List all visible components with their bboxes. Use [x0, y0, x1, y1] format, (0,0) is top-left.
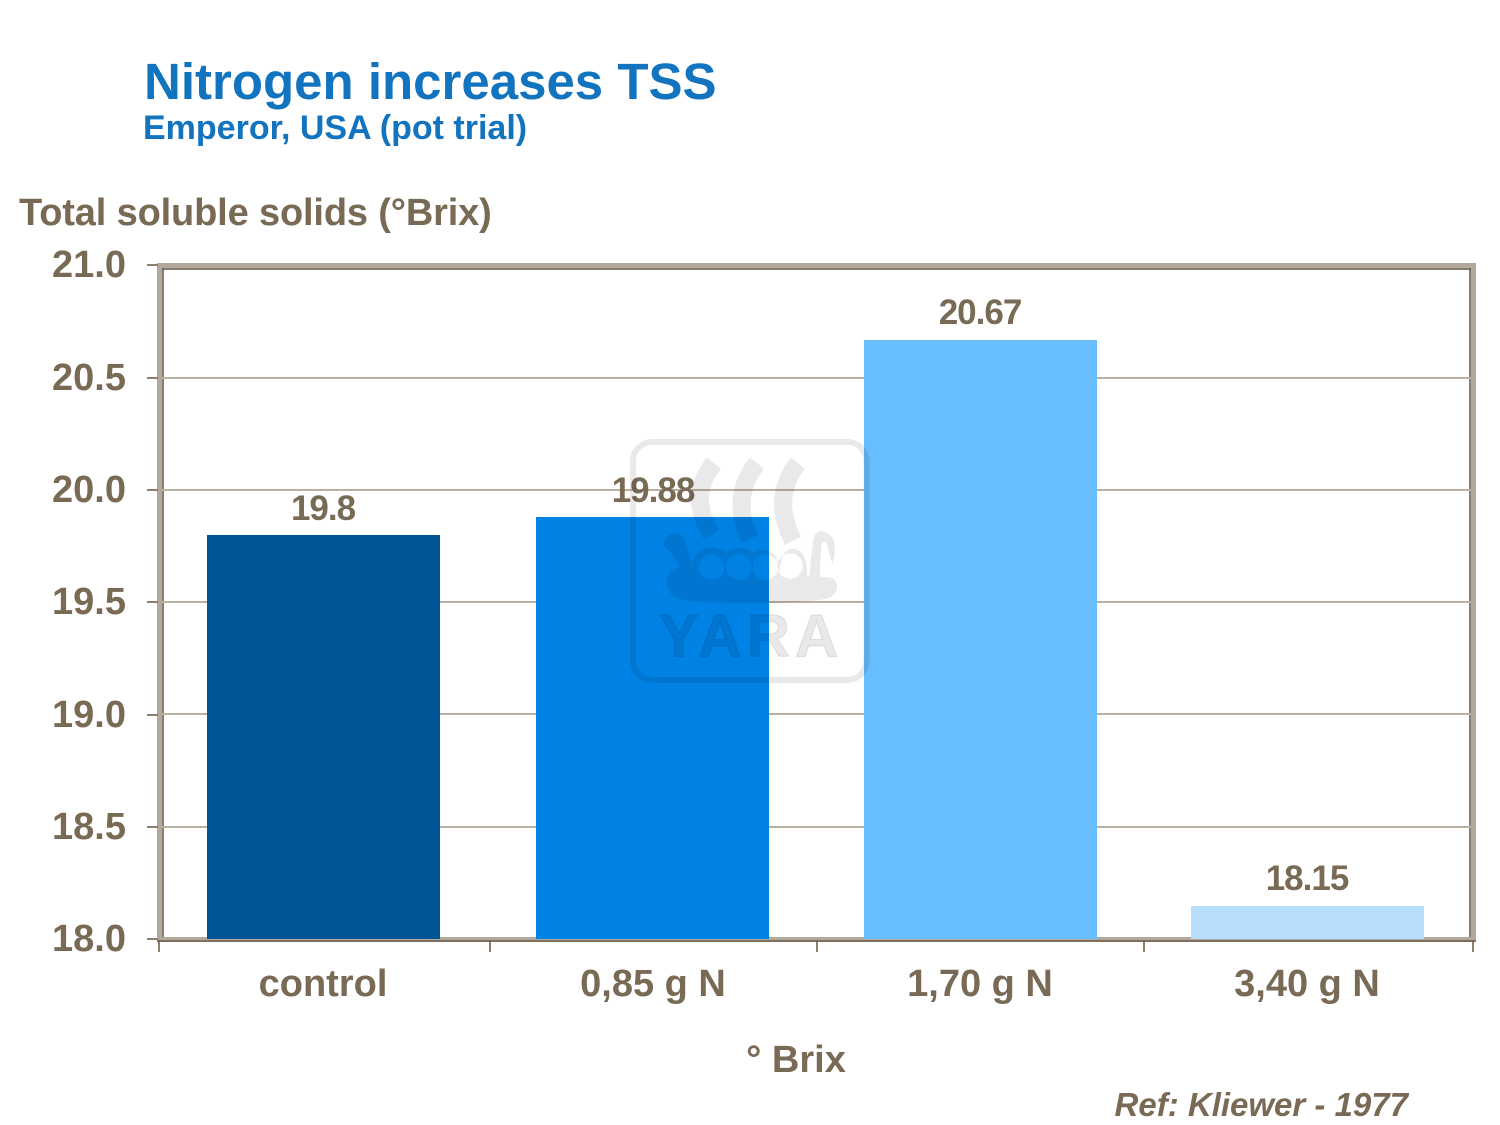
svg-text:YARA: YARA — [659, 603, 844, 670]
